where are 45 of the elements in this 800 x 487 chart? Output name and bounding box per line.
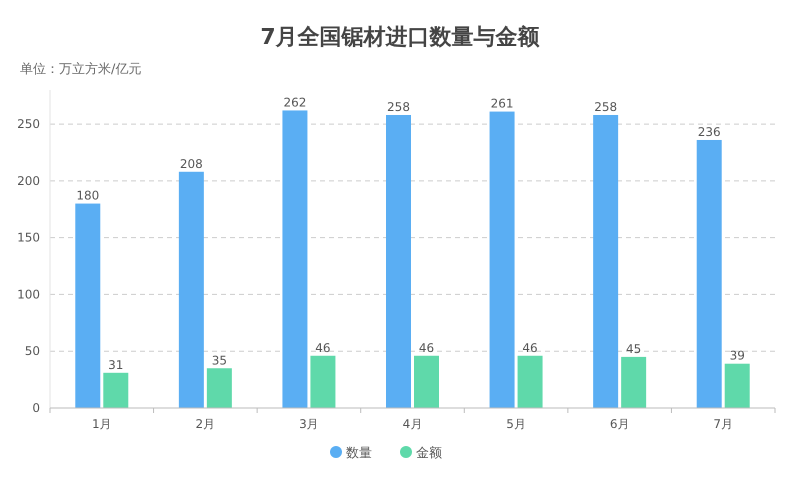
data-label: 35 [212,353,227,368]
y-tick-label: 0 [32,401,40,415]
y-tick-label: 100 [17,287,40,302]
bar [386,114,411,408]
bar [282,110,308,408]
bar [621,356,646,408]
bar [75,204,100,408]
legend-label: 数量 [346,446,372,461]
bar [310,356,336,408]
bar [593,114,618,408]
y-tick-label: 200 [17,174,40,188]
bar [724,364,750,408]
data-label: 46 [315,340,331,355]
data-label: 46 [522,340,538,355]
x-tick-label: 1月 [92,417,112,431]
data-label: 39 [730,348,745,363]
bar [103,372,128,408]
bar [206,368,232,408]
data-label: 46 [418,340,434,355]
data-label: 258 [387,100,410,114]
x-tick-label: 3月 [299,417,319,431]
data-label: 31 [108,358,124,372]
y-tick-label: 150 [17,230,40,245]
data-label: 45 [626,342,642,356]
chart-title: 7月全国锯材进口数量与金额 [260,24,541,50]
data-label: 261 [490,96,514,111]
bar [518,356,543,408]
data-label: 258 [594,100,618,114]
legend-label: 金额 [416,446,442,461]
y-tick-label: 50 [24,344,40,358]
x-tick-label: 2月 [196,417,216,431]
x-tick-label: 7月 [713,417,734,431]
data-label: 180 [76,188,100,203]
bar [696,140,722,408]
data-label: 208 [180,156,203,171]
bar [178,172,204,408]
x-tick-label: 4月 [402,417,422,431]
bar [414,356,439,408]
chart-subtitle: 单位：万立方米/亿元 [20,61,142,77]
bar [490,112,515,408]
x-tick-label: 5月 [506,417,526,431]
x-tick-label: 6月 [610,417,630,431]
data-label: 236 [698,124,721,139]
y-tick-label: 250 [17,117,40,132]
data-label: 262 [283,95,306,110]
